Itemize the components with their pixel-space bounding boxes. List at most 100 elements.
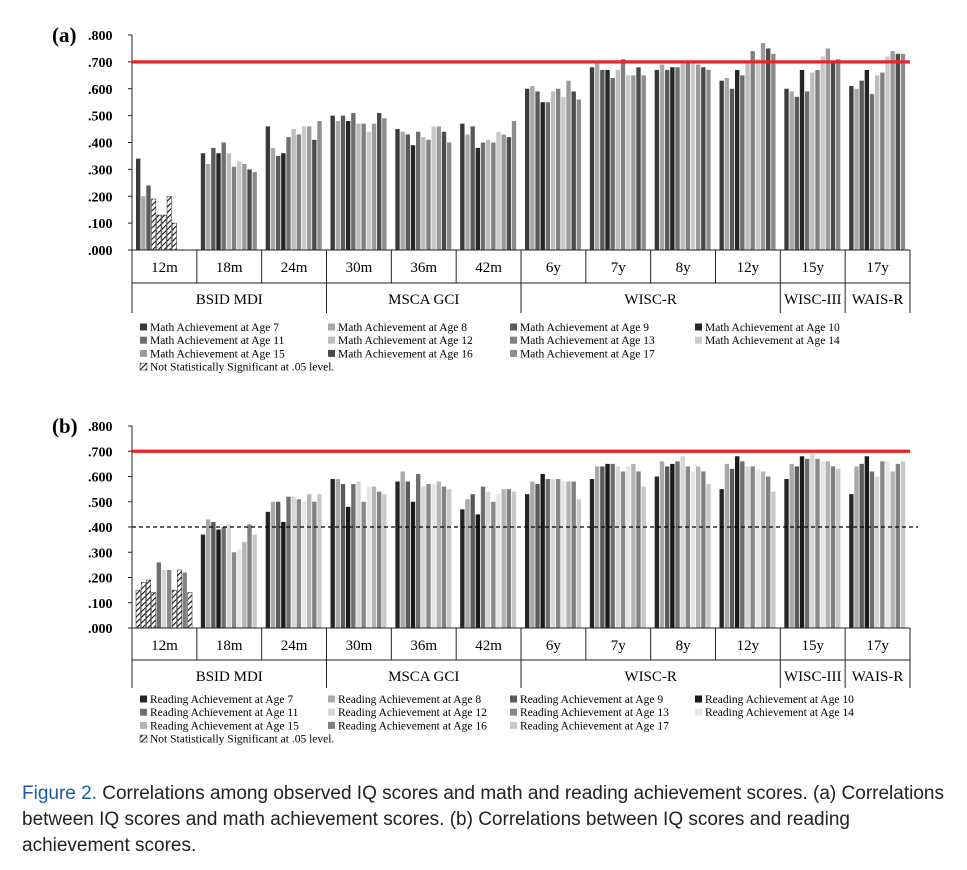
- bar: [356, 123, 361, 250]
- bar: [626, 466, 631, 628]
- y-tick-label: .300: [88, 163, 113, 178]
- bar: [187, 592, 193, 629]
- y-tick-label: .700: [88, 445, 113, 460]
- bar: [849, 494, 854, 628]
- bar: [724, 463, 730, 629]
- bar: [486, 139, 491, 250]
- bar: [312, 139, 317, 250]
- bar: [491, 501, 496, 628]
- group-label: WISC-III: [784, 292, 841, 308]
- bar: [416, 473, 421, 628]
- bar: [351, 484, 356, 628]
- bar: [670, 463, 675, 629]
- bar: [620, 59, 626, 250]
- category-label: 24m: [281, 260, 308, 276]
- bar: [636, 471, 641, 628]
- bar: [465, 134, 470, 250]
- bar: [864, 69, 870, 250]
- bar: [247, 524, 252, 628]
- bar: [830, 61, 836, 250]
- bar: [377, 491, 382, 628]
- legend-swatch: [510, 695, 517, 703]
- bar: [690, 471, 696, 628]
- bar: [561, 96, 566, 250]
- bar: [885, 461, 890, 628]
- y-tick-label: .400: [88, 521, 113, 536]
- bar: [540, 102, 545, 250]
- bar: [626, 75, 631, 250]
- bar: [346, 506, 351, 628]
- bar: [330, 115, 335, 251]
- bar: [475, 514, 481, 629]
- bar: [571, 481, 576, 628]
- bar: [805, 91, 810, 250]
- bar: [665, 466, 670, 628]
- bar: [724, 78, 730, 250]
- bar: [216, 153, 221, 250]
- bar: [436, 481, 442, 628]
- bar: [600, 466, 605, 628]
- bar: [276, 155, 281, 250]
- bar: [135, 589, 141, 629]
- legend-swatch: [328, 349, 335, 357]
- bar: [631, 75, 636, 250]
- bar: [880, 72, 885, 251]
- legend-label: Reading Achievement at Age 12: [338, 707, 487, 719]
- bar: [470, 126, 475, 250]
- legend-label: Reading Achievement at Age 7: [150, 694, 293, 706]
- panel-label: (b): [52, 414, 78, 438]
- legend-label: Reading Achievement at Age 9: [520, 694, 663, 706]
- bar: [421, 486, 426, 628]
- bar: [382, 494, 387, 628]
- y-tick-label: .500: [88, 496, 113, 511]
- bar: [900, 461, 906, 628]
- bar: [550, 91, 556, 250]
- bar: [410, 501, 416, 628]
- bar: [895, 463, 901, 629]
- legend-swatch: [695, 708, 702, 716]
- bar: [400, 471, 405, 628]
- bar: [799, 456, 805, 628]
- bar: [830, 466, 836, 628]
- legend-label: Reading Achievement at Age 17: [520, 720, 669, 732]
- bar: [854, 88, 859, 250]
- bar: [200, 153, 206, 250]
- bar: [530, 86, 535, 250]
- bar: [859, 80, 864, 250]
- bar: [875, 476, 880, 628]
- y-tick-label: .600: [88, 471, 113, 486]
- bar: [231, 166, 237, 250]
- bar: [395, 481, 400, 628]
- legend-swatch: [140, 336, 147, 344]
- bar: [421, 137, 426, 251]
- category-label: 15y: [802, 638, 825, 654]
- bar: [589, 67, 595, 250]
- bar: [760, 471, 766, 628]
- bar: [755, 59, 761, 250]
- legend-swatch: [139, 734, 148, 743]
- group-label: BSID MDI: [196, 292, 263, 308]
- bar: [864, 456, 870, 628]
- bar: [636, 67, 641, 250]
- bar: [431, 126, 436, 250]
- bar: [849, 86, 854, 250]
- bar: [270, 501, 276, 628]
- bar: [895, 53, 901, 251]
- bar: [605, 69, 610, 250]
- bar: [265, 511, 271, 628]
- y-tick-label: .100: [88, 217, 113, 232]
- bar: [301, 501, 307, 628]
- bar: [885, 56, 890, 250]
- category-label: 12y: [737, 260, 760, 276]
- bar: [556, 479, 561, 628]
- bar: [335, 479, 341, 628]
- bar: [566, 481, 571, 628]
- bar: [447, 489, 452, 629]
- legend-label: Reading Achievement at Age 16: [338, 720, 487, 732]
- bar: [706, 69, 711, 250]
- bar: [789, 91, 794, 250]
- bar: [166, 196, 172, 251]
- bar: [890, 51, 895, 250]
- legend-swatch: [695, 695, 702, 703]
- bar: [182, 572, 187, 628]
